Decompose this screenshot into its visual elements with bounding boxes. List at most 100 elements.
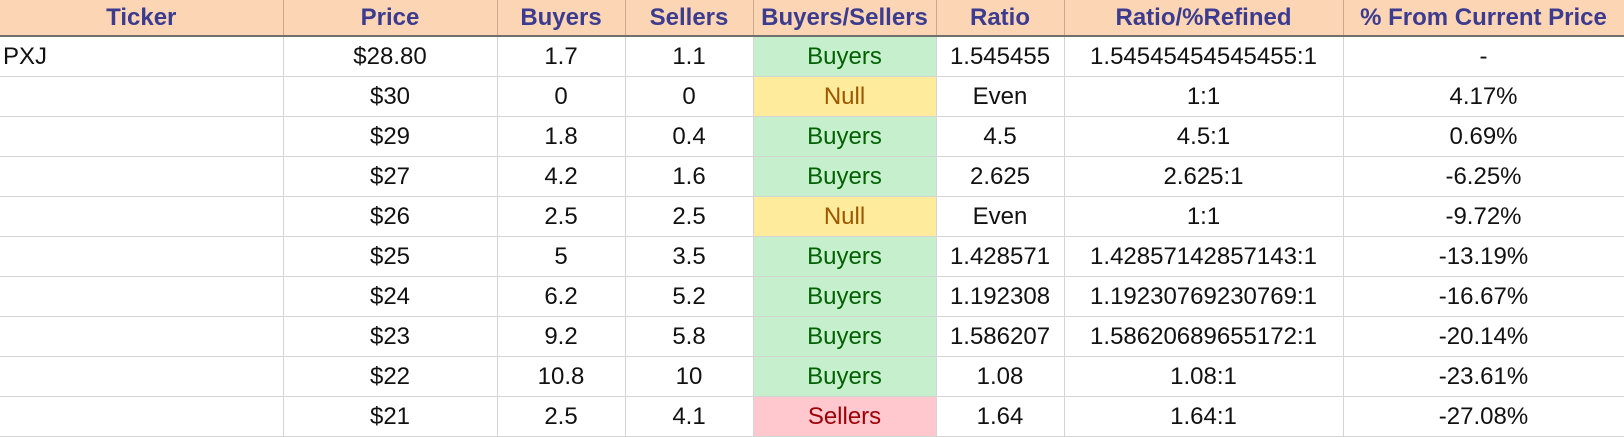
cell-sellers[interactable]: 0 — [625, 76, 754, 117]
cell-sellers[interactable]: 1.6 — [625, 156, 754, 197]
cell-ticker[interactable] — [0, 236, 284, 277]
cell-buyers-sellers[interactable]: Buyers — [753, 276, 937, 317]
cell-pct-from-current[interactable]: -16.67% — [1343, 276, 1624, 317]
cell-ratio[interactable]: 1.64 — [936, 396, 1065, 437]
cell-buyers[interactable]: 9.2 — [497, 316, 626, 357]
cell-ticker[interactable] — [0, 316, 284, 357]
cell-price[interactable]: $28.80 — [283, 36, 498, 77]
cell-buyers[interactable]: 4.2 — [497, 156, 626, 197]
cell-ratio-refined[interactable]: 1:1 — [1064, 76, 1344, 117]
cell-buyers[interactable]: 0 — [497, 76, 626, 117]
cell-pct-from-current[interactable]: -9.72% — [1343, 196, 1624, 237]
table-body: PXJ $28.80 1.7 1.1 Buyers 1.545455 1.545454545… — [0, 36, 1624, 437]
cell-sellers[interactable]: 4.1 — [625, 396, 754, 437]
cell-sellers[interactable]: 0.4 — [625, 116, 754, 157]
header-ratio-refined[interactable]: Ratio/%Refined — [1064, 0, 1344, 37]
cell-ratio[interactable]: 2.625 — [936, 156, 1065, 197]
cell-buyers-sellers[interactable]: Buyers — [753, 36, 937, 77]
cell-ratio-refined[interactable]: 1.58620689655172:1 — [1064, 316, 1344, 357]
table-row: $25 5 3.5 Buyers 1.428571 1.42857142857143:1-… — [0, 236, 1624, 277]
table-row: $21 2.5 4.1 Sellers 1.64 1.64:1 -27.08% — [0, 396, 1624, 437]
cell-ticker[interactable] — [0, 196, 284, 237]
cell-sellers[interactable]: 10 — [625, 356, 754, 397]
table-row: $26 2.5 2.5 Null Even 1:1 -9.72% — [0, 196, 1624, 237]
header-price[interactable]: Price — [283, 0, 498, 37]
table-row: $24 6.2 5.2 Buyers 1.192308 1.19230769230769:… — [0, 276, 1624, 317]
cell-buyers-sellers[interactable]: Buyers — [753, 316, 937, 357]
cell-sellers[interactable]: 5.2 — [625, 276, 754, 317]
cell-buyers[interactable]: 1.8 — [497, 116, 626, 157]
header-row: Ticker Price Buyers Sellers Buyers/Selle… — [0, 0, 1624, 37]
header-pct-from-current[interactable]: % From Current Price — [1343, 0, 1624, 37]
cell-buyers-sellers[interactable]: Buyers — [753, 156, 937, 197]
cell-buyers-sellers[interactable]: Buyers — [753, 236, 937, 277]
cell-ratio-refined[interactable]: 1.42857142857143:1 — [1064, 236, 1344, 277]
cell-sellers[interactable]: 5.8 — [625, 316, 754, 357]
cell-buyers[interactable]: 5 — [497, 236, 626, 277]
cell-price[interactable]: $23 — [283, 316, 498, 357]
cell-ratio-refined[interactable]: 1:1 — [1064, 196, 1344, 237]
cell-buyers-sellers[interactable]: Null — [753, 76, 937, 117]
cell-price[interactable]: $26 — [283, 196, 498, 237]
header-ticker[interactable]: Ticker — [0, 0, 284, 37]
cell-buyers[interactable]: 10.8 — [497, 356, 626, 397]
cell-ticker[interactable] — [0, 76, 284, 117]
cell-sellers[interactable]: 3.5 — [625, 236, 754, 277]
table-row: $22 10.8 10 Buyers 1.08 1.08:1 -23.61% — [0, 356, 1624, 397]
cell-price[interactable]: $24 — [283, 276, 498, 317]
cell-ticker[interactable]: PXJ — [0, 36, 284, 77]
cell-ratio[interactable]: Even — [936, 76, 1065, 117]
header-buyers-sellers[interactable]: Buyers/Sellers — [753, 0, 937, 37]
cell-price[interactable]: $21 — [283, 396, 498, 437]
cell-ratio-refined[interactable]: 2.625:1 — [1064, 156, 1344, 197]
cell-pct-from-current[interactable]: -27.08% — [1343, 396, 1624, 437]
header-sellers[interactable]: Sellers — [625, 0, 754, 37]
cell-price[interactable]: $30 — [283, 76, 498, 117]
cell-ticker[interactable] — [0, 276, 284, 317]
table-row: PXJ $28.80 1.7 1.1 Buyers 1.545455 1.545454545… — [0, 36, 1624, 77]
cell-ratio[interactable]: Even — [936, 196, 1065, 237]
cell-sellers[interactable]: 2.5 — [625, 196, 754, 237]
cell-buyers-sellers[interactable]: Null — [753, 196, 937, 237]
cell-ticker[interactable] — [0, 156, 284, 197]
cell-buyers-sellers[interactable]: Sellers — [753, 396, 937, 437]
cell-price[interactable]: $22 — [283, 356, 498, 397]
cell-buyers-sellers[interactable]: Buyers — [753, 356, 937, 397]
cell-ratio[interactable]: 1.192308 — [936, 276, 1065, 317]
cell-buyers[interactable]: 1.7 — [497, 36, 626, 77]
cell-ratio[interactable]: 1.08 — [936, 356, 1065, 397]
cell-ticker[interactable] — [0, 116, 284, 157]
cell-buyers[interactable]: 2.5 — [497, 196, 626, 237]
cell-price[interactable]: $29 — [283, 116, 498, 157]
cell-pct-from-current[interactable]: 4.17% — [1343, 76, 1624, 117]
table-row: $27 4.2 1.6 Buyers 2.625 2.625:1 -6.25% — [0, 156, 1624, 197]
cell-ratio-refined[interactable]: 4.5:1 — [1064, 116, 1344, 157]
cell-buyers[interactable]: 2.5 — [497, 396, 626, 437]
cell-pct-from-current[interactable]: - — [1343, 36, 1624, 77]
cell-pct-from-current[interactable]: -20.14% — [1343, 316, 1624, 357]
cell-price[interactable]: $27 — [283, 156, 498, 197]
cell-ratio[interactable]: 4.5 — [936, 116, 1065, 157]
cell-pct-from-current[interactable]: -13.19% — [1343, 236, 1624, 277]
cell-ratio-refined[interactable]: 1.54545454545455:1 — [1064, 36, 1344, 77]
table-row: $23 9.2 5.8 Buyers 1.586207 1.58620689655172:… — [0, 316, 1624, 357]
table-row: $29 1.8 0.4 Buyers 4.5 4.5:1 0.69% — [0, 116, 1624, 157]
cell-ticker[interactable] — [0, 396, 284, 437]
cell-ratio-refined[interactable]: 1.08:1 — [1064, 356, 1344, 397]
cell-buyers[interactable]: 6.2 — [497, 276, 626, 317]
cell-ticker[interactable] — [0, 356, 284, 397]
cell-pct-from-current[interactable]: 0.69% — [1343, 116, 1624, 157]
cell-ratio-refined[interactable]: 1.64:1 — [1064, 396, 1344, 437]
cell-sellers[interactable]: 1.1 — [625, 36, 754, 77]
cell-buyers-sellers[interactable]: Buyers — [753, 116, 937, 157]
cell-pct-from-current[interactable]: -23.61% — [1343, 356, 1624, 397]
cell-ratio-refined[interactable]: 1.19230769230769:1 — [1064, 276, 1344, 317]
cell-ratio[interactable]: 1.545455 — [936, 36, 1065, 77]
cell-price[interactable]: $25 — [283, 236, 498, 277]
cell-ratio[interactable]: 1.586207 — [936, 316, 1065, 357]
table-row: $30 0 0 Null Even 1:1 4.17% — [0, 76, 1624, 117]
cell-pct-from-current[interactable]: -6.25% — [1343, 156, 1624, 197]
header-ratio[interactable]: Ratio — [936, 0, 1065, 37]
cell-ratio[interactable]: 1.428571 — [936, 236, 1065, 277]
header-buyers[interactable]: Buyers — [497, 0, 626, 37]
